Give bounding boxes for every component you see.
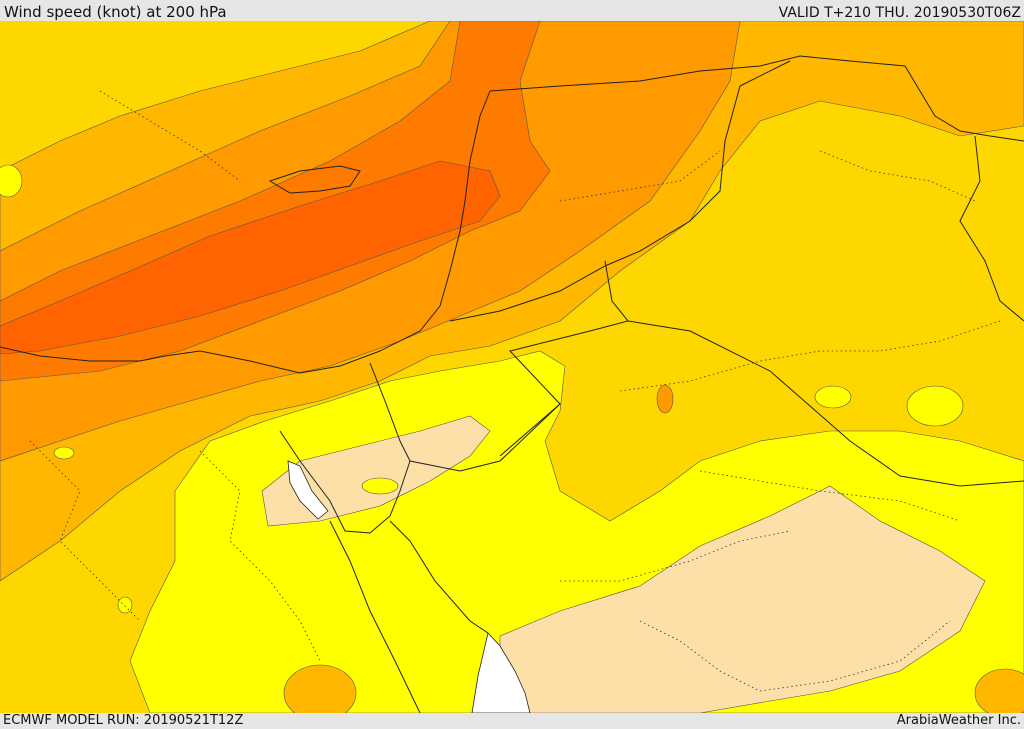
cyprus [268,165,361,194]
field-patch-6 [974,668,1024,713]
valid-time: VALID T+210 THU. 20190530T06Z [778,5,1021,21]
field-patch-1 [656,384,674,414]
model-run: ECMWF MODEL RUN: 20190521T12Z [3,713,244,728]
field-yellow-pocket-east [906,385,964,427]
field-pale-arabia [499,485,986,713]
province-line-4 [199,450,321,662]
mediterranean-coast [0,90,491,374]
wind-speed-map [0,21,1024,713]
field-orange-darkest [0,160,501,355]
field-pale-sinai [261,415,491,527]
turkey-border [489,55,1024,142]
egypt-red-sea-coast [329,520,421,713]
red-sea-water [471,632,531,713]
province-line-1 [619,320,1001,392]
province-line-7 [560,530,791,582]
province-line-2 [699,470,961,522]
field-patch-3 [53,446,75,460]
province-lines [29,90,1001,692]
boundaries [0,55,1024,713]
field-yellow-pocket-sinai [361,477,399,495]
field-patch-2 [117,596,133,614]
provider-credit: ArabiaWeather Inc. [896,713,1021,728]
field-patch-4 [0,164,23,198]
field-patch-5 [283,664,357,713]
sinai-coast [279,430,411,534]
gulf-aqaba-coast [389,520,489,634]
saudi-border [627,320,1024,487]
map-title: Wind speed (knot) at 200 hPa [4,3,227,21]
field-yellow-pocket-central [814,385,852,409]
gulf-of-suez-water [287,460,329,520]
iran-border [959,135,1024,322]
province-line-5 [559,150,721,202]
syria-iraq-border [449,60,791,322]
